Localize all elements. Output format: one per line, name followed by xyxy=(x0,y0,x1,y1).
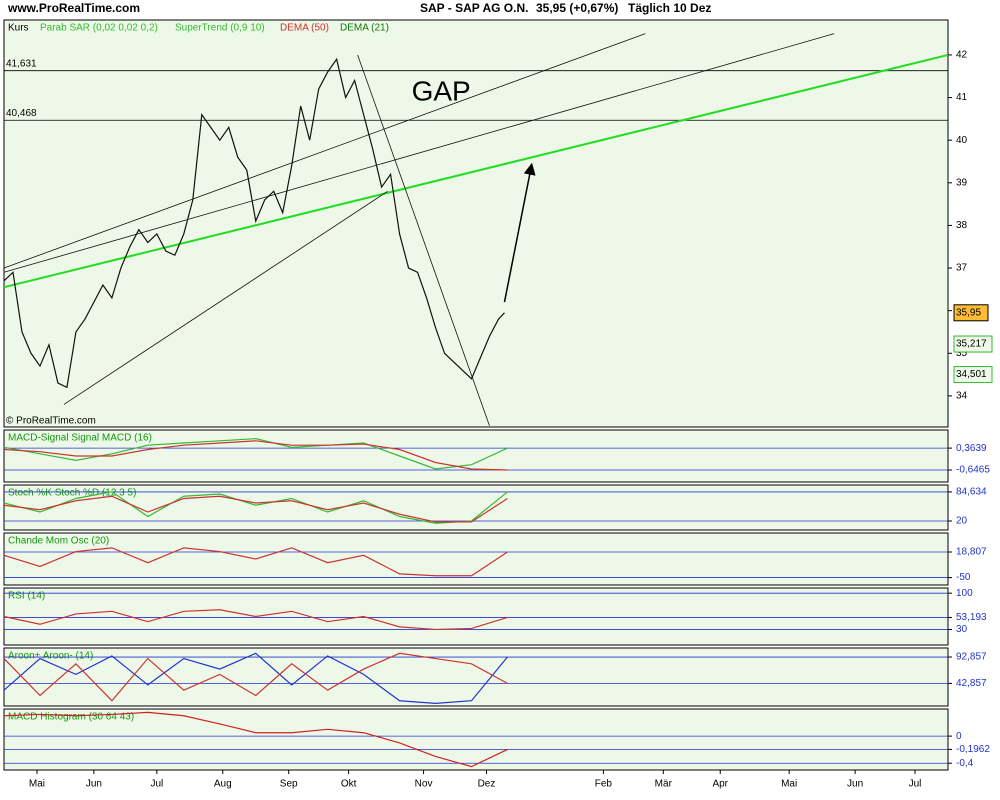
y-tick-label: 53,193 xyxy=(956,612,987,623)
panel xyxy=(3,647,949,707)
trend-line xyxy=(3,53,949,289)
x-tick-label: Nov xyxy=(415,779,433,790)
y-tick-label: -0,1962 xyxy=(956,744,990,755)
reference-label: 40,468 xyxy=(6,108,37,119)
x-tick-label: Feb xyxy=(595,779,613,790)
y-tick-label: 34 xyxy=(956,391,968,402)
x-tick-label: Jun xyxy=(86,779,102,790)
trend-line xyxy=(3,33,835,273)
series-line xyxy=(3,440,508,471)
symbol: SAP - SAP AG O.N. xyxy=(420,1,528,15)
y-tick-label: 0 xyxy=(956,731,962,742)
series-line xyxy=(3,652,508,702)
x-tick-label: Mai xyxy=(29,779,45,790)
quote: 35,95 (+0,67%) xyxy=(536,1,618,15)
series-line xyxy=(3,652,508,704)
x-tick-label: Okt xyxy=(341,779,357,790)
y-tick-label: 84,634 xyxy=(956,487,987,498)
y-tick-label: 41 xyxy=(956,92,968,103)
series-line xyxy=(3,495,508,523)
panel-title: Chande Mom Osc (20) xyxy=(8,536,109,547)
panel-title: RSI (14) xyxy=(8,591,45,602)
price-label: 34,501 xyxy=(956,369,987,380)
panel xyxy=(3,429,949,483)
series-line xyxy=(3,711,508,768)
y-tick-label: 18,807 xyxy=(956,547,987,558)
indicator-label: DEMA (21) xyxy=(340,23,389,34)
panel xyxy=(3,19,949,428)
trend-line xyxy=(63,190,388,405)
series-line xyxy=(3,57,505,389)
price-box xyxy=(953,335,993,353)
y-tick-label: 38 xyxy=(956,220,968,231)
series-line xyxy=(3,438,508,470)
y-tick-label: -50 xyxy=(956,572,971,583)
series-line xyxy=(3,609,508,631)
site: www.ProRealTime.com xyxy=(7,1,140,15)
x-tick-label: Mai xyxy=(781,779,797,790)
y-tick-label: 35 xyxy=(956,348,968,359)
indicator-label: SuperTrend (0,9 10) xyxy=(175,23,265,34)
y-tick-label: 37 xyxy=(956,263,968,274)
y-tick-label: 30 xyxy=(956,624,968,635)
x-tick-label: Sep xyxy=(280,779,298,790)
trend-line xyxy=(357,54,490,426)
y-tick-label: 42 xyxy=(956,50,968,61)
price-label: 35,217 xyxy=(956,339,987,350)
panel xyxy=(3,587,949,646)
panel xyxy=(3,708,949,771)
period: Täglich 10 Dez xyxy=(628,1,711,15)
x-tick-label: Jun xyxy=(847,779,863,790)
arrow xyxy=(503,162,536,303)
indicator-label: Parab SAR (0,02 0,02 0,2) xyxy=(40,23,158,34)
panel-title: Aroon+ Aroon- (14) xyxy=(8,651,93,662)
price-box xyxy=(953,366,993,384)
x-tick-label: Dez xyxy=(478,779,496,790)
series-line xyxy=(3,491,508,524)
last-price-label: 35,95 xyxy=(956,307,981,318)
series-line xyxy=(3,547,508,577)
last-price-box xyxy=(953,304,989,322)
x-tick-label: Jul xyxy=(909,779,922,790)
x-tick-label: Apr xyxy=(712,779,728,790)
annotation: GAP xyxy=(412,76,471,107)
x-tick-label: Mär xyxy=(655,779,673,790)
y-tick-label: 40 xyxy=(956,135,968,146)
y-tick-label: 92,857 xyxy=(956,652,987,663)
panel-title: MACD Histogram (30 64 43) xyxy=(8,712,134,723)
x-tick-label: Jul xyxy=(150,779,163,790)
panel-title: Kurs xyxy=(8,23,29,34)
y-tick-label: 0,3639 xyxy=(956,443,987,454)
indicator-label: DEMA (50) xyxy=(280,23,329,34)
y-tick-label: 100 xyxy=(956,588,973,599)
watermark: © ProRealTime.com xyxy=(6,416,96,427)
x-tick-label: Aug xyxy=(214,779,232,790)
panel-title: Stoch %K Stoch %D (12 3 5) xyxy=(8,488,136,499)
y-tick-label: 20 xyxy=(956,516,968,527)
panel xyxy=(3,532,949,586)
y-tick-label: 42,857 xyxy=(956,678,987,689)
y-tick-label: 39 xyxy=(956,177,968,188)
y-tick-label: -0,4 xyxy=(956,758,974,769)
trend-line xyxy=(3,33,646,269)
reference-label: 41,631 xyxy=(6,58,37,69)
panel-title: MACD-Signal Signal MACD (16) xyxy=(8,433,152,444)
y-tick-label: -0,6465 xyxy=(956,465,990,476)
